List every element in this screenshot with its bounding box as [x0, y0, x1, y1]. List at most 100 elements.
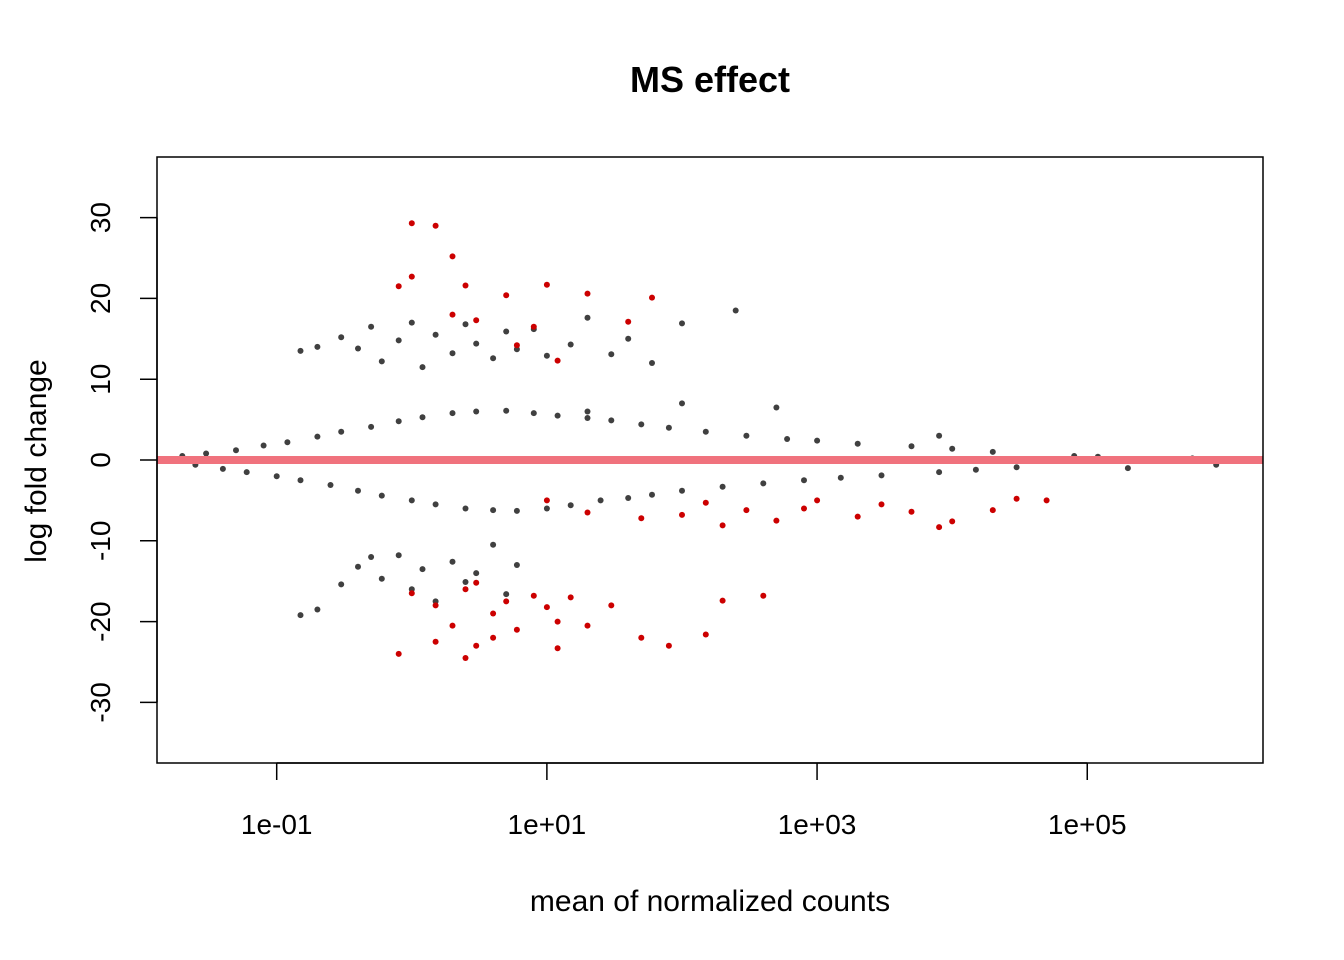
data-point	[567, 341, 574, 348]
data-point	[719, 522, 726, 529]
data-point	[801, 505, 807, 512]
data-point	[784, 436, 791, 442]
data-point	[801, 477, 807, 484]
y-axis-label: log fold change	[20, 359, 53, 563]
data-point	[608, 417, 615, 424]
data-point	[625, 335, 632, 342]
data-point	[297, 477, 304, 484]
data-point	[233, 447, 239, 454]
data-point	[338, 428, 345, 435]
data-point	[625, 495, 632, 501]
data-point	[462, 655, 469, 661]
y-tick-label: 10	[85, 364, 116, 395]
data-point	[584, 408, 591, 415]
data-point	[554, 645, 561, 652]
y-tick-label: 30	[85, 202, 116, 233]
data-point	[513, 507, 520, 514]
data-point	[368, 554, 375, 560]
data-point	[432, 501, 439, 508]
data-point	[419, 364, 426, 371]
data-point	[908, 508, 915, 515]
data-point	[989, 448, 996, 455]
data-point	[513, 342, 520, 349]
data-point	[395, 552, 402, 559]
chart-title: MS effect	[630, 59, 790, 100]
x-tick-label: 1e-01	[241, 809, 313, 840]
data-point	[1013, 495, 1020, 502]
data-point	[554, 357, 561, 364]
data-point	[314, 606, 321, 613]
data-point	[814, 437, 821, 444]
data-point	[513, 562, 520, 568]
data-point	[854, 440, 861, 447]
data-point	[543, 281, 550, 288]
data-point	[702, 428, 709, 435]
data-point	[408, 220, 415, 227]
data-point	[432, 222, 439, 229]
data-point	[773, 404, 780, 411]
y-tick-label: -30	[85, 682, 116, 722]
data-point	[936, 432, 943, 439]
data-point	[419, 566, 426, 573]
data-point	[949, 518, 956, 525]
y-tick-label: -10	[85, 521, 116, 561]
data-point	[473, 317, 480, 324]
data-point	[449, 622, 456, 629]
data-point	[408, 497, 415, 504]
data-point	[702, 499, 709, 506]
data-point	[814, 497, 821, 504]
data-point	[503, 591, 510, 598]
data-point	[297, 347, 304, 354]
data-point	[608, 351, 615, 358]
data-point	[530, 592, 537, 599]
data-point	[203, 450, 210, 457]
data-point	[432, 638, 439, 645]
y-tick-label: -20	[85, 601, 116, 641]
data-point	[719, 483, 726, 490]
data-point	[273, 473, 280, 480]
data-point	[462, 282, 469, 289]
data-point	[449, 410, 456, 417]
data-point	[490, 541, 497, 548]
data-point	[625, 318, 632, 325]
data-point	[679, 400, 685, 407]
data-point	[760, 592, 767, 599]
data-point	[732, 307, 739, 314]
data-point	[649, 360, 655, 366]
x-tick-label: 1e+01	[508, 809, 587, 840]
data-point	[408, 319, 415, 326]
data-point	[554, 618, 561, 625]
data-point	[584, 314, 591, 321]
y-tick-label: 20	[85, 283, 116, 314]
data-point	[679, 320, 685, 327]
data-point	[597, 497, 604, 504]
data-point	[378, 575, 385, 582]
data-point	[432, 602, 439, 609]
data-point	[473, 579, 480, 586]
data-point	[989, 507, 996, 514]
data-point	[584, 509, 591, 516]
data-point	[473, 408, 480, 415]
data-point	[378, 492, 385, 499]
data-point	[395, 337, 402, 344]
data-point	[355, 487, 361, 494]
data-point	[530, 323, 537, 330]
data-point	[837, 474, 844, 481]
data-point	[338, 581, 345, 588]
data-point	[702, 631, 709, 638]
data-point	[638, 634, 645, 641]
data-point	[743, 432, 750, 439]
data-point	[1013, 464, 1020, 471]
data-point	[378, 358, 385, 365]
data-point	[638, 421, 645, 428]
data-point	[503, 292, 510, 299]
data-point	[219, 465, 226, 472]
data-point	[743, 507, 750, 514]
data-point	[490, 634, 497, 641]
data-point	[584, 290, 591, 297]
data-point	[854, 513, 861, 520]
data-point	[908, 443, 915, 450]
data-point	[473, 340, 480, 347]
data-point	[449, 311, 456, 318]
